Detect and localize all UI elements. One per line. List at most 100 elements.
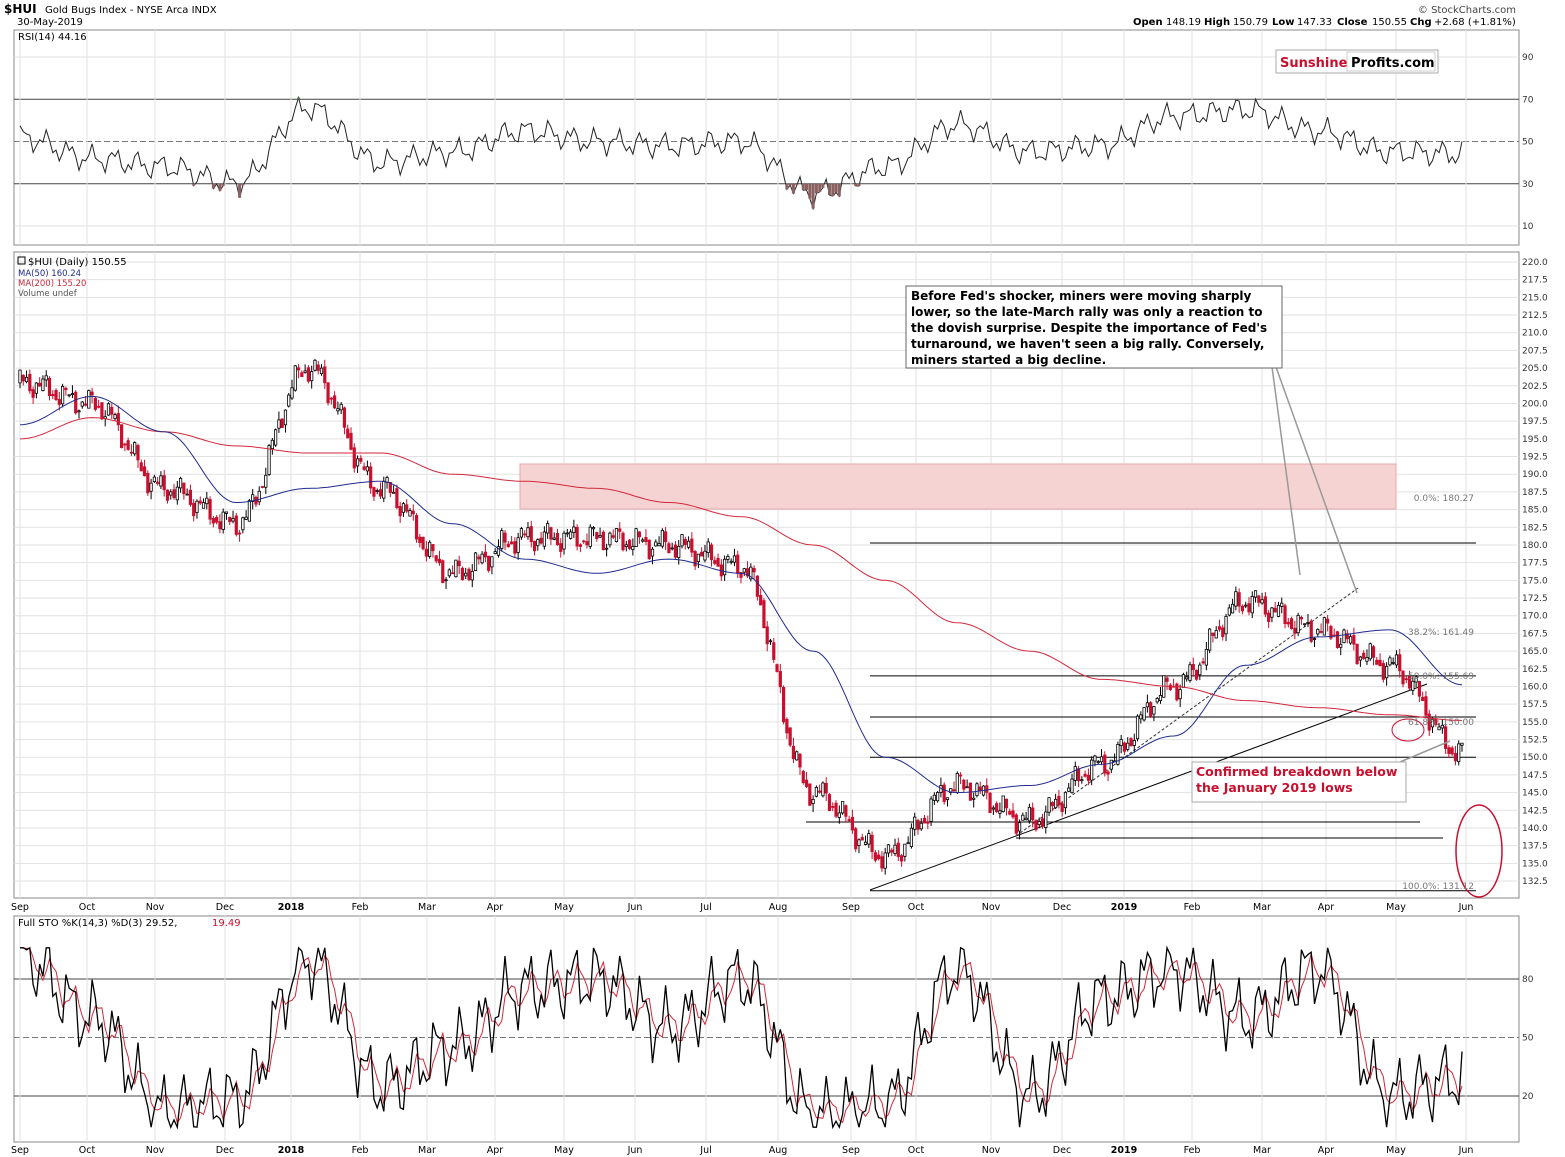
candle-body [1394,654,1399,666]
candle-body [896,842,900,857]
candle-body [572,526,576,533]
price-tick-label: 160.0 [1522,682,1548,692]
candle-body [1122,742,1127,752]
candle-body [1244,604,1248,607]
candle-body [142,466,147,477]
callout-pointer-1 [1271,366,1301,576]
month-tick-label: Aug [769,1145,788,1156]
candle-body [696,553,700,563]
candle-body [1453,753,1458,762]
candle-body [398,506,402,517]
candle-body [641,539,645,542]
candle-body [808,783,812,806]
candle-body [110,406,114,415]
price-tick-label: 152.5 [1522,736,1548,746]
price-tick-label: 185.0 [1522,506,1548,516]
candle-body [382,480,386,499]
candle-body [303,370,307,373]
sto-frame [13,915,1520,1143]
rsi-overbought-fill [297,97,1257,100]
candle-body [93,397,97,410]
candle-body [1237,592,1241,607]
candle-body [788,727,792,746]
candle-body [745,568,750,577]
candle-body [922,817,927,824]
candle-body [1283,605,1287,625]
candle-body [47,377,52,397]
candle-body [1096,761,1100,763]
candle-body [762,600,766,629]
candle-body [496,546,501,556]
sto-k-line [20,945,1463,1130]
candle-body [264,474,268,488]
candle-body [909,827,914,847]
candle-body [877,854,881,860]
candle-body [293,365,297,391]
candle-body [215,516,219,523]
month-tick-label: Jun [1458,902,1474,913]
candle-body [375,490,379,492]
candle-body [611,535,615,538]
candle-body [169,491,173,496]
candle-body [1198,664,1202,676]
candle-body [1447,747,1451,755]
candle-body [736,554,740,574]
candle-body [408,510,412,517]
rsi-panel: 90 70 50 30 10 RSI(14) 44.16 [13,29,1534,246]
candle-body [716,557,720,567]
candle-body [1076,768,1081,782]
candle-body [326,382,330,404]
candle-body [231,518,235,522]
price-tick-label: 145.0 [1522,789,1548,799]
candle-body [555,533,560,546]
candle-body [1280,602,1284,607]
candle-body [1008,811,1012,815]
fib-label-618: 61.8%: 150.00 [1408,718,1474,728]
candle-body [1149,702,1153,718]
annotation-box [905,285,1283,369]
candle-body [1299,616,1304,620]
candle-body [985,785,989,793]
month-tick-label: 2018 [278,1145,305,1156]
candle-body [139,462,143,472]
candle-body [310,371,314,382]
candle-body [886,844,891,854]
candle-body [392,491,396,494]
candle-body [932,794,936,801]
candle-body [588,526,592,547]
candle-body [1027,806,1031,822]
month-tick-label: Dec [216,902,234,913]
candle-body [100,402,104,420]
rsi-gridlines [14,30,1519,245]
candle-body [205,497,209,505]
month-tick-label: 2018 [278,902,305,913]
sto-label-d: 19.49 [212,918,241,929]
candle-body [290,387,294,399]
legend-symbol-icon [17,256,26,265]
candle-body [437,558,442,564]
candle-body [244,516,248,520]
candle-body [575,526,579,547]
candle-body [965,786,969,789]
rsi-tick-label: 10 [1522,222,1534,232]
candle-body [955,772,959,794]
rsi-tick-label: 70 [1522,95,1534,105]
candle-body [1355,643,1359,665]
candle-body [1407,676,1412,689]
candle-body [519,528,524,538]
candle-body [31,389,35,398]
candle-body [1139,714,1143,720]
candle-body [785,718,789,734]
breakdown-ellipse [1391,718,1425,742]
candle-body [880,856,884,869]
candle-body [1329,626,1333,639]
candle-body [798,753,802,768]
candle-body [1086,774,1090,781]
candle-body [883,852,887,869]
candle-body [296,367,301,371]
candle-body [1293,627,1297,634]
candle-body [67,394,71,397]
candle-body [677,545,681,558]
candle-body [221,511,225,530]
candle-body [562,532,566,550]
